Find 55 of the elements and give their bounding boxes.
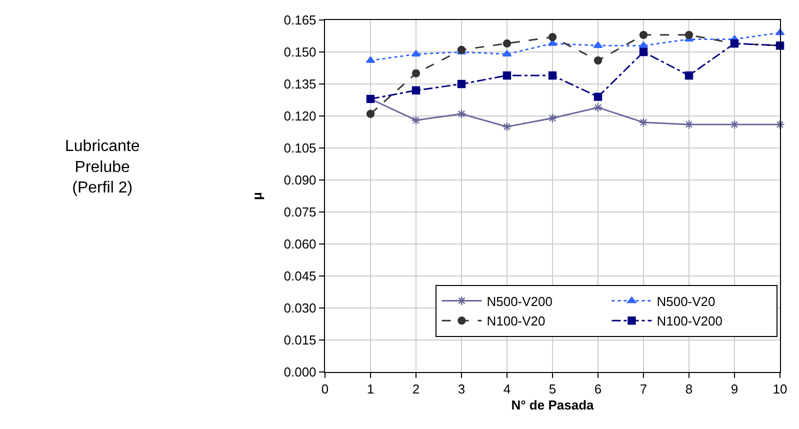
point <box>502 122 512 132</box>
point <box>366 56 376 63</box>
y-tick-label: 0.165 <box>284 12 316 28</box>
x-axis-title: N° de Pasada <box>511 397 595 412</box>
x-tick-label: 10 <box>772 382 788 397</box>
y-tick-label: 0.150 <box>284 44 316 60</box>
y-tick-label: 0.030 <box>284 300 316 316</box>
point <box>548 32 557 42</box>
point <box>548 71 557 80</box>
y-tick-label: 0.075 <box>284 204 316 220</box>
x-tick-label: 3 <box>458 382 466 397</box>
x-tick-label: 0 <box>321 382 329 397</box>
legend-label: N500-V20 <box>656 294 716 309</box>
legend-label: N100-V200 <box>656 314 723 329</box>
point <box>684 71 694 80</box>
y-tick-label: 0.060 <box>284 236 316 252</box>
x-tick-label: 8 <box>685 382 693 397</box>
point <box>366 110 375 118</box>
point <box>457 80 466 88</box>
point <box>593 102 603 112</box>
point <box>548 39 558 46</box>
point <box>775 120 785 130</box>
point <box>412 69 420 78</box>
point <box>594 56 602 65</box>
x-tick-label: 5 <box>548 382 556 397</box>
point <box>456 109 466 119</box>
x-tick-label: 7 <box>640 382 648 397</box>
point <box>411 115 421 126</box>
text: Lubricante Prelube (Perfil 2) <box>65 138 140 197</box>
x-tick-label: 1 <box>366 382 374 397</box>
legend-label: N500-V200 <box>486 294 553 309</box>
point <box>639 48 648 56</box>
point <box>639 30 648 40</box>
point <box>730 120 740 130</box>
point <box>684 30 694 40</box>
point <box>684 120 694 130</box>
legend-label: N100-V20 <box>486 314 546 329</box>
point <box>548 113 558 123</box>
point <box>412 86 420 94</box>
y-tick-label: 0.045 <box>284 268 316 284</box>
point <box>638 118 648 128</box>
y-tick-label: 0.090 <box>284 172 316 188</box>
y-tick-label: 0.105 <box>284 140 316 156</box>
point <box>502 39 512 48</box>
x-tick-label: 4 <box>503 382 511 397</box>
point <box>502 71 512 80</box>
point <box>594 92 602 101</box>
y-tick-label: 0.120 <box>284 108 316 124</box>
x-tick-label: 6 <box>594 382 602 397</box>
y-axis-title: μ <box>250 192 265 200</box>
x-tick-label: 9 <box>730 382 738 397</box>
y-tick-label: 0.015 <box>284 332 316 348</box>
y-tick-label: 0.135 <box>284 76 316 92</box>
x-tick-label: 2 <box>412 382 420 397</box>
y-tick-label: 0.000 <box>284 364 316 380</box>
